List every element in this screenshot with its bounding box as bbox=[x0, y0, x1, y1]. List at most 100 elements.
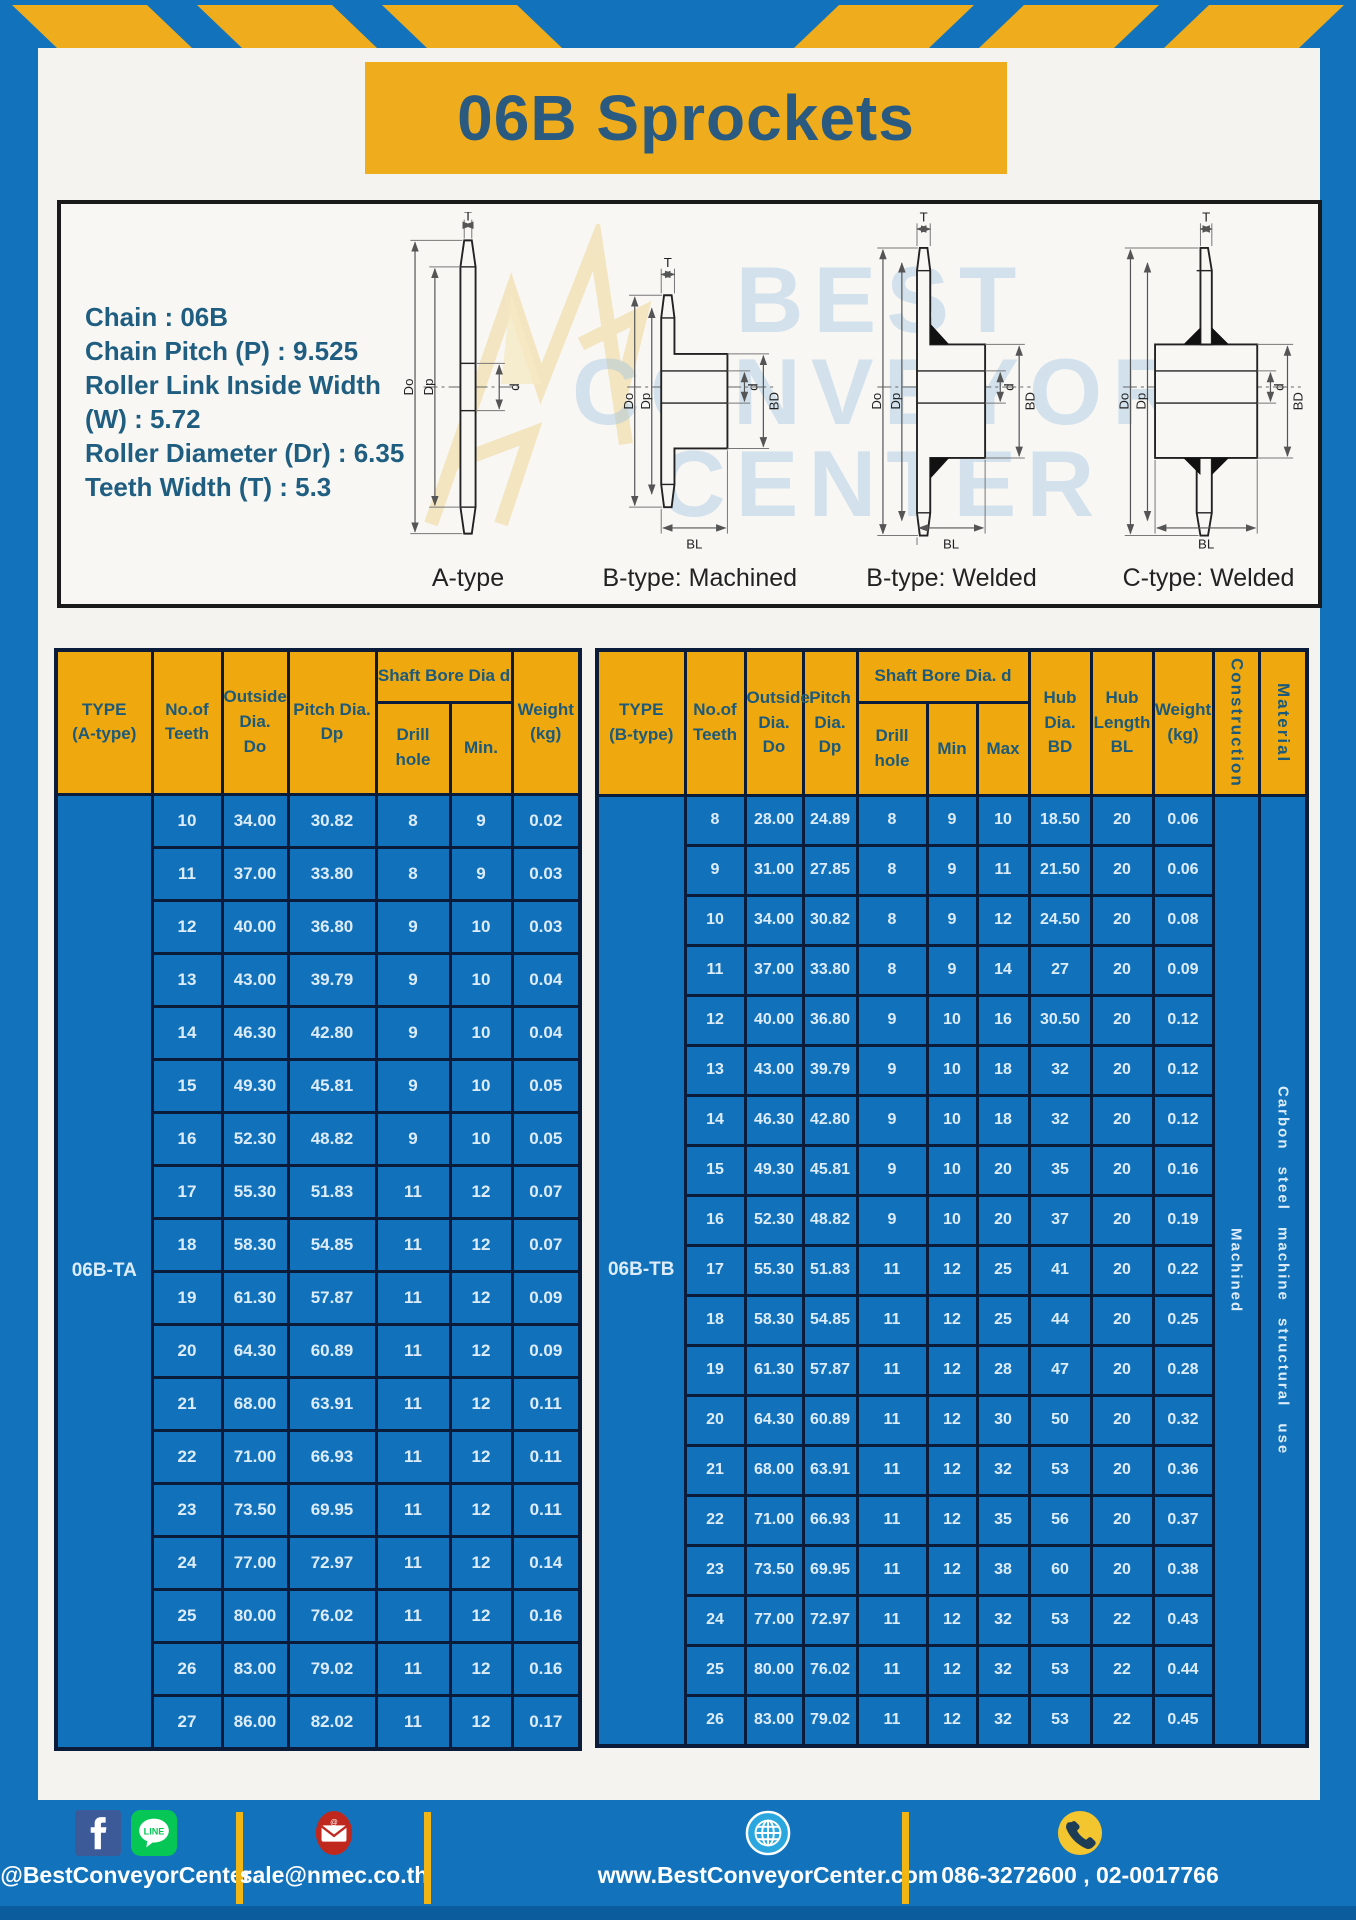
data-cell: 0.22 bbox=[1151, 1243, 1215, 1297]
line-icon: LINE bbox=[131, 1810, 177, 1856]
dim-label-bd: BD bbox=[766, 392, 781, 410]
data-cell: 14 bbox=[150, 1004, 224, 1061]
data-cell: 83.00 bbox=[220, 1640, 290, 1697]
data-cell: 20 bbox=[1089, 1143, 1155, 1197]
data-cell: 12 bbox=[150, 898, 224, 955]
data-cell: 20 bbox=[1089, 1393, 1155, 1447]
data-cell: 0.06 bbox=[1151, 793, 1215, 847]
data-cell: 9 bbox=[374, 951, 452, 1008]
data-cell: 0.14 bbox=[510, 1534, 582, 1591]
data-cell: 69.95 bbox=[801, 1543, 859, 1597]
dim-label-bl: BL bbox=[942, 537, 958, 552]
data-cell: 9 bbox=[374, 898, 452, 955]
data-cell: 23 bbox=[683, 1543, 747, 1597]
data-cell: 47 bbox=[1027, 1343, 1093, 1397]
col-header-pitch-dia: Pitch Dia. Dp bbox=[286, 648, 378, 796]
data-cell: 11 bbox=[374, 1640, 452, 1697]
footer-phone-label: 086-3272600 , 02-0017766 bbox=[941, 1862, 1219, 1888]
table-row: 16 52.30 48.82 9 10 20 37 20 0.19 bbox=[597, 1193, 1307, 1247]
footer-phone-group: 086-3272600 , 02-0017766 bbox=[915, 1810, 1245, 1889]
data-cell: 10 bbox=[925, 1043, 979, 1097]
col-header-construction: Construction bbox=[1211, 648, 1261, 797]
data-cell: 60.89 bbox=[286, 1322, 378, 1379]
dim-label-t: T bbox=[919, 212, 927, 224]
data-cell: 51.83 bbox=[286, 1163, 378, 1220]
data-cell: 16 bbox=[683, 1193, 747, 1247]
diagram-caption: A-type bbox=[431, 564, 505, 592]
data-cell: 33.80 bbox=[801, 943, 859, 997]
footer-divider bbox=[424, 1812, 431, 1904]
data-cell: 43.00 bbox=[743, 1043, 805, 1097]
table-row: 10 34.00 30.82 8 9 12 24.50 20 0.08 bbox=[597, 893, 1307, 947]
data-cell: 63.91 bbox=[286, 1375, 378, 1432]
data-cell: 24.50 bbox=[1027, 893, 1093, 947]
data-cell: 12 bbox=[925, 1443, 979, 1497]
dim-label-do: Do bbox=[621, 393, 636, 410]
data-cell: 21 bbox=[150, 1375, 224, 1432]
data-cell: 30.50 bbox=[1027, 993, 1093, 1047]
data-cell: 12 bbox=[448, 1163, 514, 1220]
data-cell: 54.85 bbox=[286, 1216, 378, 1273]
data-cell: 10 bbox=[925, 993, 979, 1047]
table-row: 20 64.30 60.89 11 12 0.09 bbox=[56, 1322, 582, 1379]
data-cell: 20 bbox=[1089, 943, 1155, 997]
data-cell: 77.00 bbox=[220, 1534, 290, 1591]
data-cell: 32 bbox=[975, 1443, 1031, 1497]
data-cell: 20 bbox=[1089, 1543, 1155, 1597]
col-header-weight: Weight (kg) bbox=[510, 648, 582, 796]
data-cell: 10 bbox=[448, 1057, 514, 1114]
data-cell: 46.30 bbox=[220, 1004, 290, 1061]
data-cell: 30 bbox=[975, 1393, 1031, 1447]
data-cell: 25 bbox=[975, 1243, 1031, 1297]
data-cell: 0.09 bbox=[510, 1322, 582, 1379]
col-header-shaft-bore-group: Shaft Bore Dia. d bbox=[855, 648, 1031, 704]
footer-edge bbox=[0, 1906, 1356, 1920]
data-cell: 32 bbox=[975, 1593, 1031, 1647]
data-cell: 18 bbox=[975, 1093, 1031, 1147]
data-cell: 51.83 bbox=[801, 1243, 859, 1297]
data-cell: 11 bbox=[374, 1428, 452, 1485]
data-cell: 11 bbox=[975, 843, 1031, 897]
data-cell: 79.02 bbox=[286, 1640, 378, 1697]
a-type-table-header: TYPE (A-type) No.of Teeth Outside Dia. D… bbox=[54, 648, 582, 796]
col-header-outside-dia: Outside Dia. Do bbox=[220, 648, 290, 796]
a-type-table-body: 06B-TA 10 34.00 30.82 8 9 0.02 11 37.00 33.80 8 9 0.… bbox=[54, 792, 582, 1750]
data-cell: 0.16 bbox=[1151, 1143, 1215, 1197]
data-cell: 27.85 bbox=[801, 843, 859, 897]
data-cell: 0.12 bbox=[1151, 993, 1215, 1047]
data-cell: 26 bbox=[683, 1693, 747, 1748]
data-cell: 22 bbox=[683, 1493, 747, 1547]
dim-label-bl: BL bbox=[1198, 537, 1214, 552]
data-cell: 31.00 bbox=[743, 843, 805, 897]
data-cell: 28.00 bbox=[743, 793, 805, 847]
data-cell: 12 bbox=[975, 893, 1031, 947]
data-cell: 12 bbox=[448, 1216, 514, 1273]
table-row: 26 83.00 79.02 11 12 32 53 22 0.45 bbox=[597, 1693, 1307, 1748]
data-cell: 8 bbox=[374, 792, 452, 849]
data-cell: 64.30 bbox=[743, 1393, 805, 1447]
data-cell: 18 bbox=[975, 1043, 1031, 1097]
data-cell: 38 bbox=[975, 1543, 1031, 1597]
data-cell: 8 bbox=[683, 793, 747, 847]
data-cell: 48.82 bbox=[286, 1110, 378, 1167]
col-header-material: Material bbox=[1257, 648, 1309, 797]
data-cell: 73.50 bbox=[220, 1481, 290, 1538]
diagram-caption: C-type: Welded bbox=[1122, 564, 1295, 592]
data-cell: 21 bbox=[683, 1443, 747, 1497]
data-cell: 76.02 bbox=[286, 1587, 378, 1644]
data-cell: 53 bbox=[1027, 1693, 1093, 1748]
construction-cell: Machined bbox=[1211, 793, 1261, 1748]
col-header-type: TYPE (B-type) bbox=[595, 648, 687, 797]
data-cell: 9 bbox=[374, 1004, 452, 1061]
data-cell: 39.79 bbox=[286, 951, 378, 1008]
data-cell: 37.00 bbox=[743, 943, 805, 997]
table-row: 18 58.30 54.85 11 12 0.07 bbox=[56, 1216, 582, 1273]
table-row: 17 55.30 51.83 11 12 25 41 20 0.22 bbox=[597, 1243, 1307, 1297]
footer-divider bbox=[902, 1812, 909, 1904]
data-cell: 11 bbox=[374, 1587, 452, 1644]
data-cell: 12 bbox=[448, 1322, 514, 1379]
table-row: 11 37.00 33.80 8 9 14 27 20 0.09 bbox=[597, 943, 1307, 997]
data-cell: 12 bbox=[925, 1643, 979, 1697]
data-cell: 11 bbox=[374, 1693, 452, 1750]
col-header-min: Min bbox=[925, 700, 979, 797]
